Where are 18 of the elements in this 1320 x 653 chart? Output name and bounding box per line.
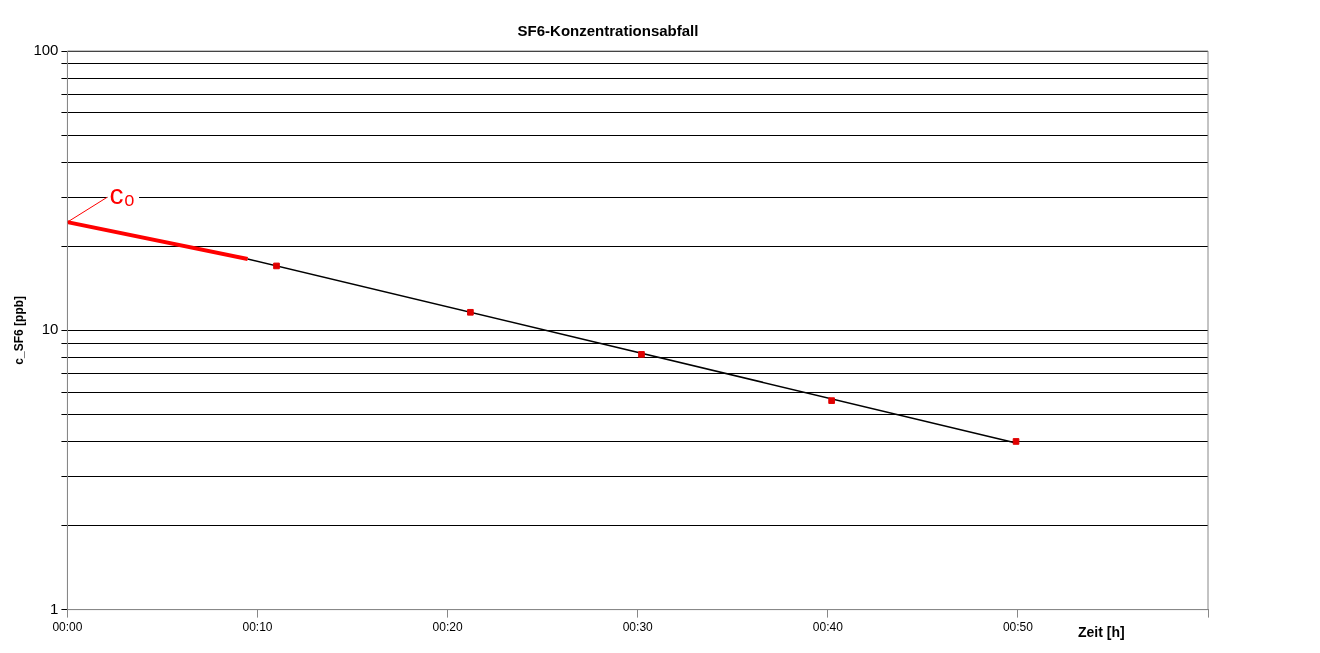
x-tick-label: 00:00 — [52, 620, 83, 635]
x-tick-label: 00:10 — [242, 620, 273, 635]
x-axis-title: Zeit [h] — [1078, 624, 1125, 641]
point — [638, 351, 645, 358]
y-tick-label: 10 — [41, 320, 59, 338]
chart-title: SF6-Konzentrationsabfall — [517, 22, 699, 40]
y-tick-label: 100 — [33, 41, 59, 59]
x-tick-label: 00:30 — [622, 620, 654, 635]
x-tick-label: 00:20 — [432, 620, 463, 635]
y-tick-label: 1 — [50, 599, 59, 617]
annotation: c₀ — [109, 178, 136, 210]
x-tick-label: 00:40 — [812, 620, 844, 635]
x-tick-label: 00:50 — [1002, 620, 1034, 635]
point — [1012, 438, 1020, 445]
point — [273, 262, 280, 270]
y-axis-title: c_SF6 [ppb] — [11, 295, 26, 365]
point — [828, 397, 835, 404]
point — [467, 308, 474, 316]
